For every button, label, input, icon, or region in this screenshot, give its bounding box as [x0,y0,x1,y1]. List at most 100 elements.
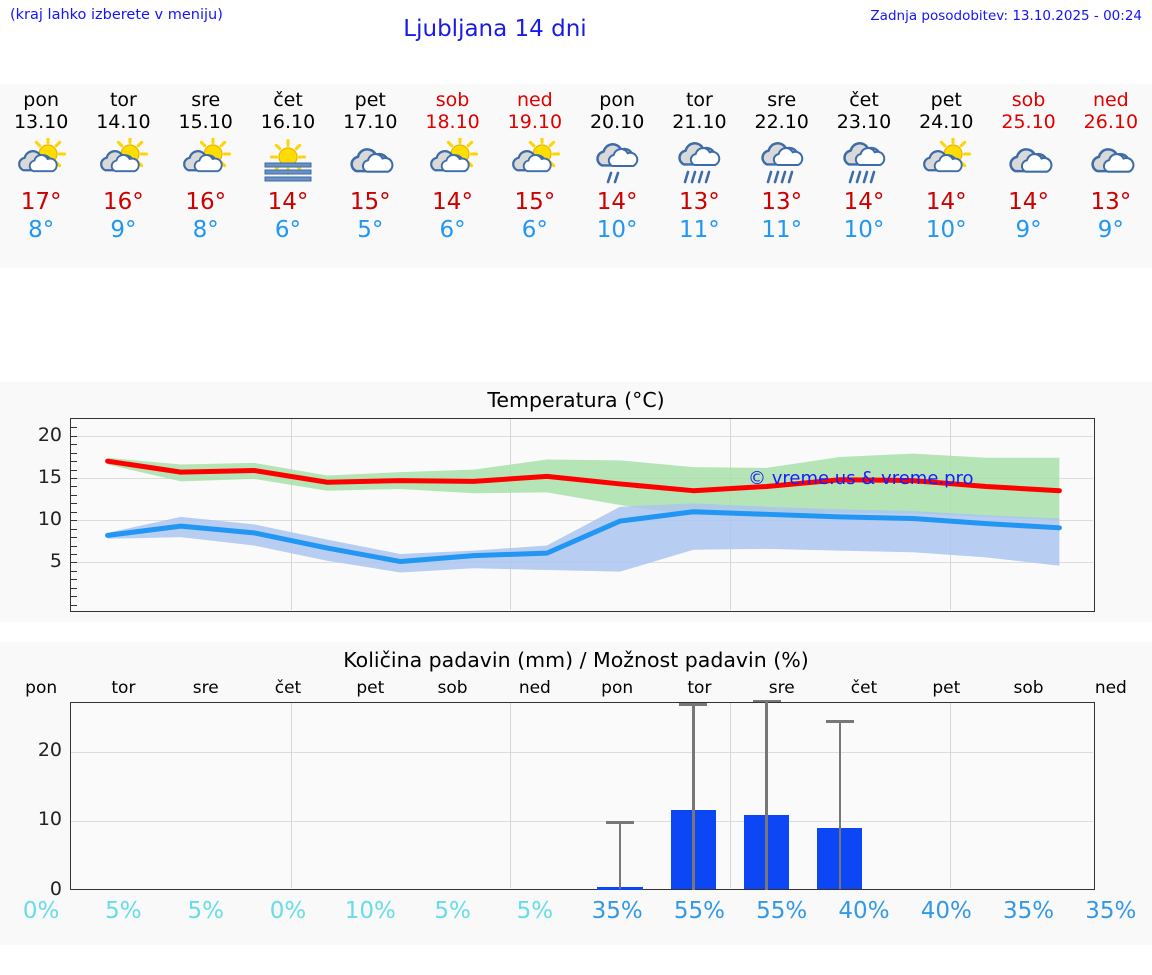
min-temperature: 5° [357,217,384,243]
min-temperature: 9° [110,217,137,243]
axis-tick [71,461,77,463]
max-temperature: 14° [843,189,885,215]
day-of-week: tor [685,89,713,111]
vertical-gridline [510,419,512,610]
sun-behind-cloud-icon [167,136,245,188]
precipitation-day-label: čet [850,678,878,698]
precipitation-probability: 5% [187,898,224,924]
temperature-series-svg [105,453,1062,573]
day-column[interactable]: čet 16.10 14° 6° [249,89,327,244]
precipitation-probability: 5% [434,898,471,924]
precipitation-error-cap [679,703,708,706]
day-column[interactable]: tor 21.10 13° 11° [660,89,738,244]
vertical-gridline [290,419,292,610]
precipitation-probability: 5% [105,898,142,924]
max-temperature: 14° [1008,189,1049,215]
page-header: (kraj lahko izberete v meniju) Ljubljana… [0,0,1152,46]
day-column[interactable]: tor 14.10 16° 9° [84,89,162,244]
min-temperature: 9° [1097,217,1124,243]
daily-forecast-strip: pon 13.10 17° 8° tor 14.10 16° 9° sre 15.10 16°… [0,84,1152,268]
max-temperature: 16° [103,189,144,215]
day-of-week: čet [273,89,303,111]
sun-behind-cloud-icon [2,136,80,188]
min-temperature: 6° [521,217,548,243]
min-temperature: 9° [1015,217,1042,243]
day-date: 24.10 [919,111,974,133]
max-temperature: 15° [514,189,556,215]
axis-tick [71,503,77,505]
day-column[interactable]: pon 13.10 17° 8° [2,89,80,244]
sun-behind-cloud-icon [496,136,574,188]
day-date: 26.10 [1083,111,1139,133]
y-axis-tick-label: 20 [37,423,62,446]
precipitation-error-cap [825,720,854,723]
day-column[interactable]: pet 24.10 14° 10° [907,89,985,244]
day-of-week: sre [767,89,797,111]
watermark: © vreme.us & vreme.pro [748,468,974,489]
day-of-week: ned [1092,89,1129,111]
day-of-week: pon [599,89,635,111]
max-temperature: 15° [349,189,391,215]
y-axis-tick-label: 0 [49,878,62,900]
precipitation-day-label: pet [932,678,961,698]
axis-tick [71,494,77,496]
temperature-plot-area [70,418,1095,612]
precipitation-probability: 0% [22,898,60,924]
axis-tick [71,528,77,530]
day-date: 20.10 [589,111,645,133]
precipitation-plot-area [70,699,1095,890]
precipitation-day-label: sre [192,678,219,698]
rain-icon [660,136,738,188]
day-column[interactable]: pon 20.10 14° 10° [578,89,656,244]
min-temperature: 10° [843,217,885,243]
precipitation-day-label: sob [437,678,468,698]
precipitation-day-label: pet [356,678,385,698]
day-column[interactable]: ned 26.10 13° 9° [1072,89,1150,244]
axis-tick [71,427,77,429]
day-column[interactable]: sob 18.10 14° 6° [414,89,492,244]
cloud-icon [1072,136,1150,188]
max-temperature: 13° [761,189,803,215]
day-column[interactable]: ned 19.10 15° 6° [496,89,574,244]
gridline [71,435,1093,437]
rain-icon [743,136,821,188]
temperature-chart-title: Temperatura (°C) [487,388,665,412]
precipitation-probability: 40% [920,898,972,924]
precipitation-day-label: sob [1013,678,1044,698]
day-of-week: ned [516,89,553,111]
precipitation-error-cap [752,699,781,703]
axis-tick [71,452,77,454]
axis-tick [71,562,77,564]
day-column[interactable]: pet 17.10 15° 5° [331,89,409,244]
day-of-week: tor [109,89,137,111]
precipitation-day-label: pon [25,678,58,698]
gridline [71,821,1093,823]
min-temperature: 11° [761,217,803,243]
max-temperature: 14° [267,189,309,215]
precipitation-probability: 5% [516,898,554,924]
day-date: 18.10 [425,111,480,133]
day-column[interactable]: čet 23.10 14° 10° [825,89,903,244]
precipitation-day-label: tor [687,678,712,698]
y-axis-tick-label: 5 [49,550,62,573]
day-column[interactable]: sre 22.10 13° 11° [743,89,821,244]
axis-tick [71,444,77,446]
day-date: 17.10 [343,111,398,133]
y-axis-tick-label: 15 [37,466,62,489]
day-column[interactable]: sre 15.10 16° 8° [167,89,245,244]
precipitation-probability: 35% [591,898,643,924]
menu-hint: (kraj lahko izberete v meniju) [10,7,223,23]
y-axis-tick-label: 10 [37,508,62,531]
day-of-week: pon [23,89,59,111]
precipitation-probability: 35% [1003,898,1055,924]
sun-behind-cloud-icon [414,136,492,188]
vertical-gridline [729,703,731,888]
axis-tick [71,520,77,522]
max-temperature: 13° [1090,189,1132,215]
axis-tick [71,570,77,572]
day-of-week: sob [435,89,470,111]
day-column[interactable]: sob 25.10 14° 9° [990,89,1068,244]
cloud-icon [331,136,409,188]
min-temperature: 6° [439,217,466,243]
y-axis-tick-label: 20 [37,738,62,761]
